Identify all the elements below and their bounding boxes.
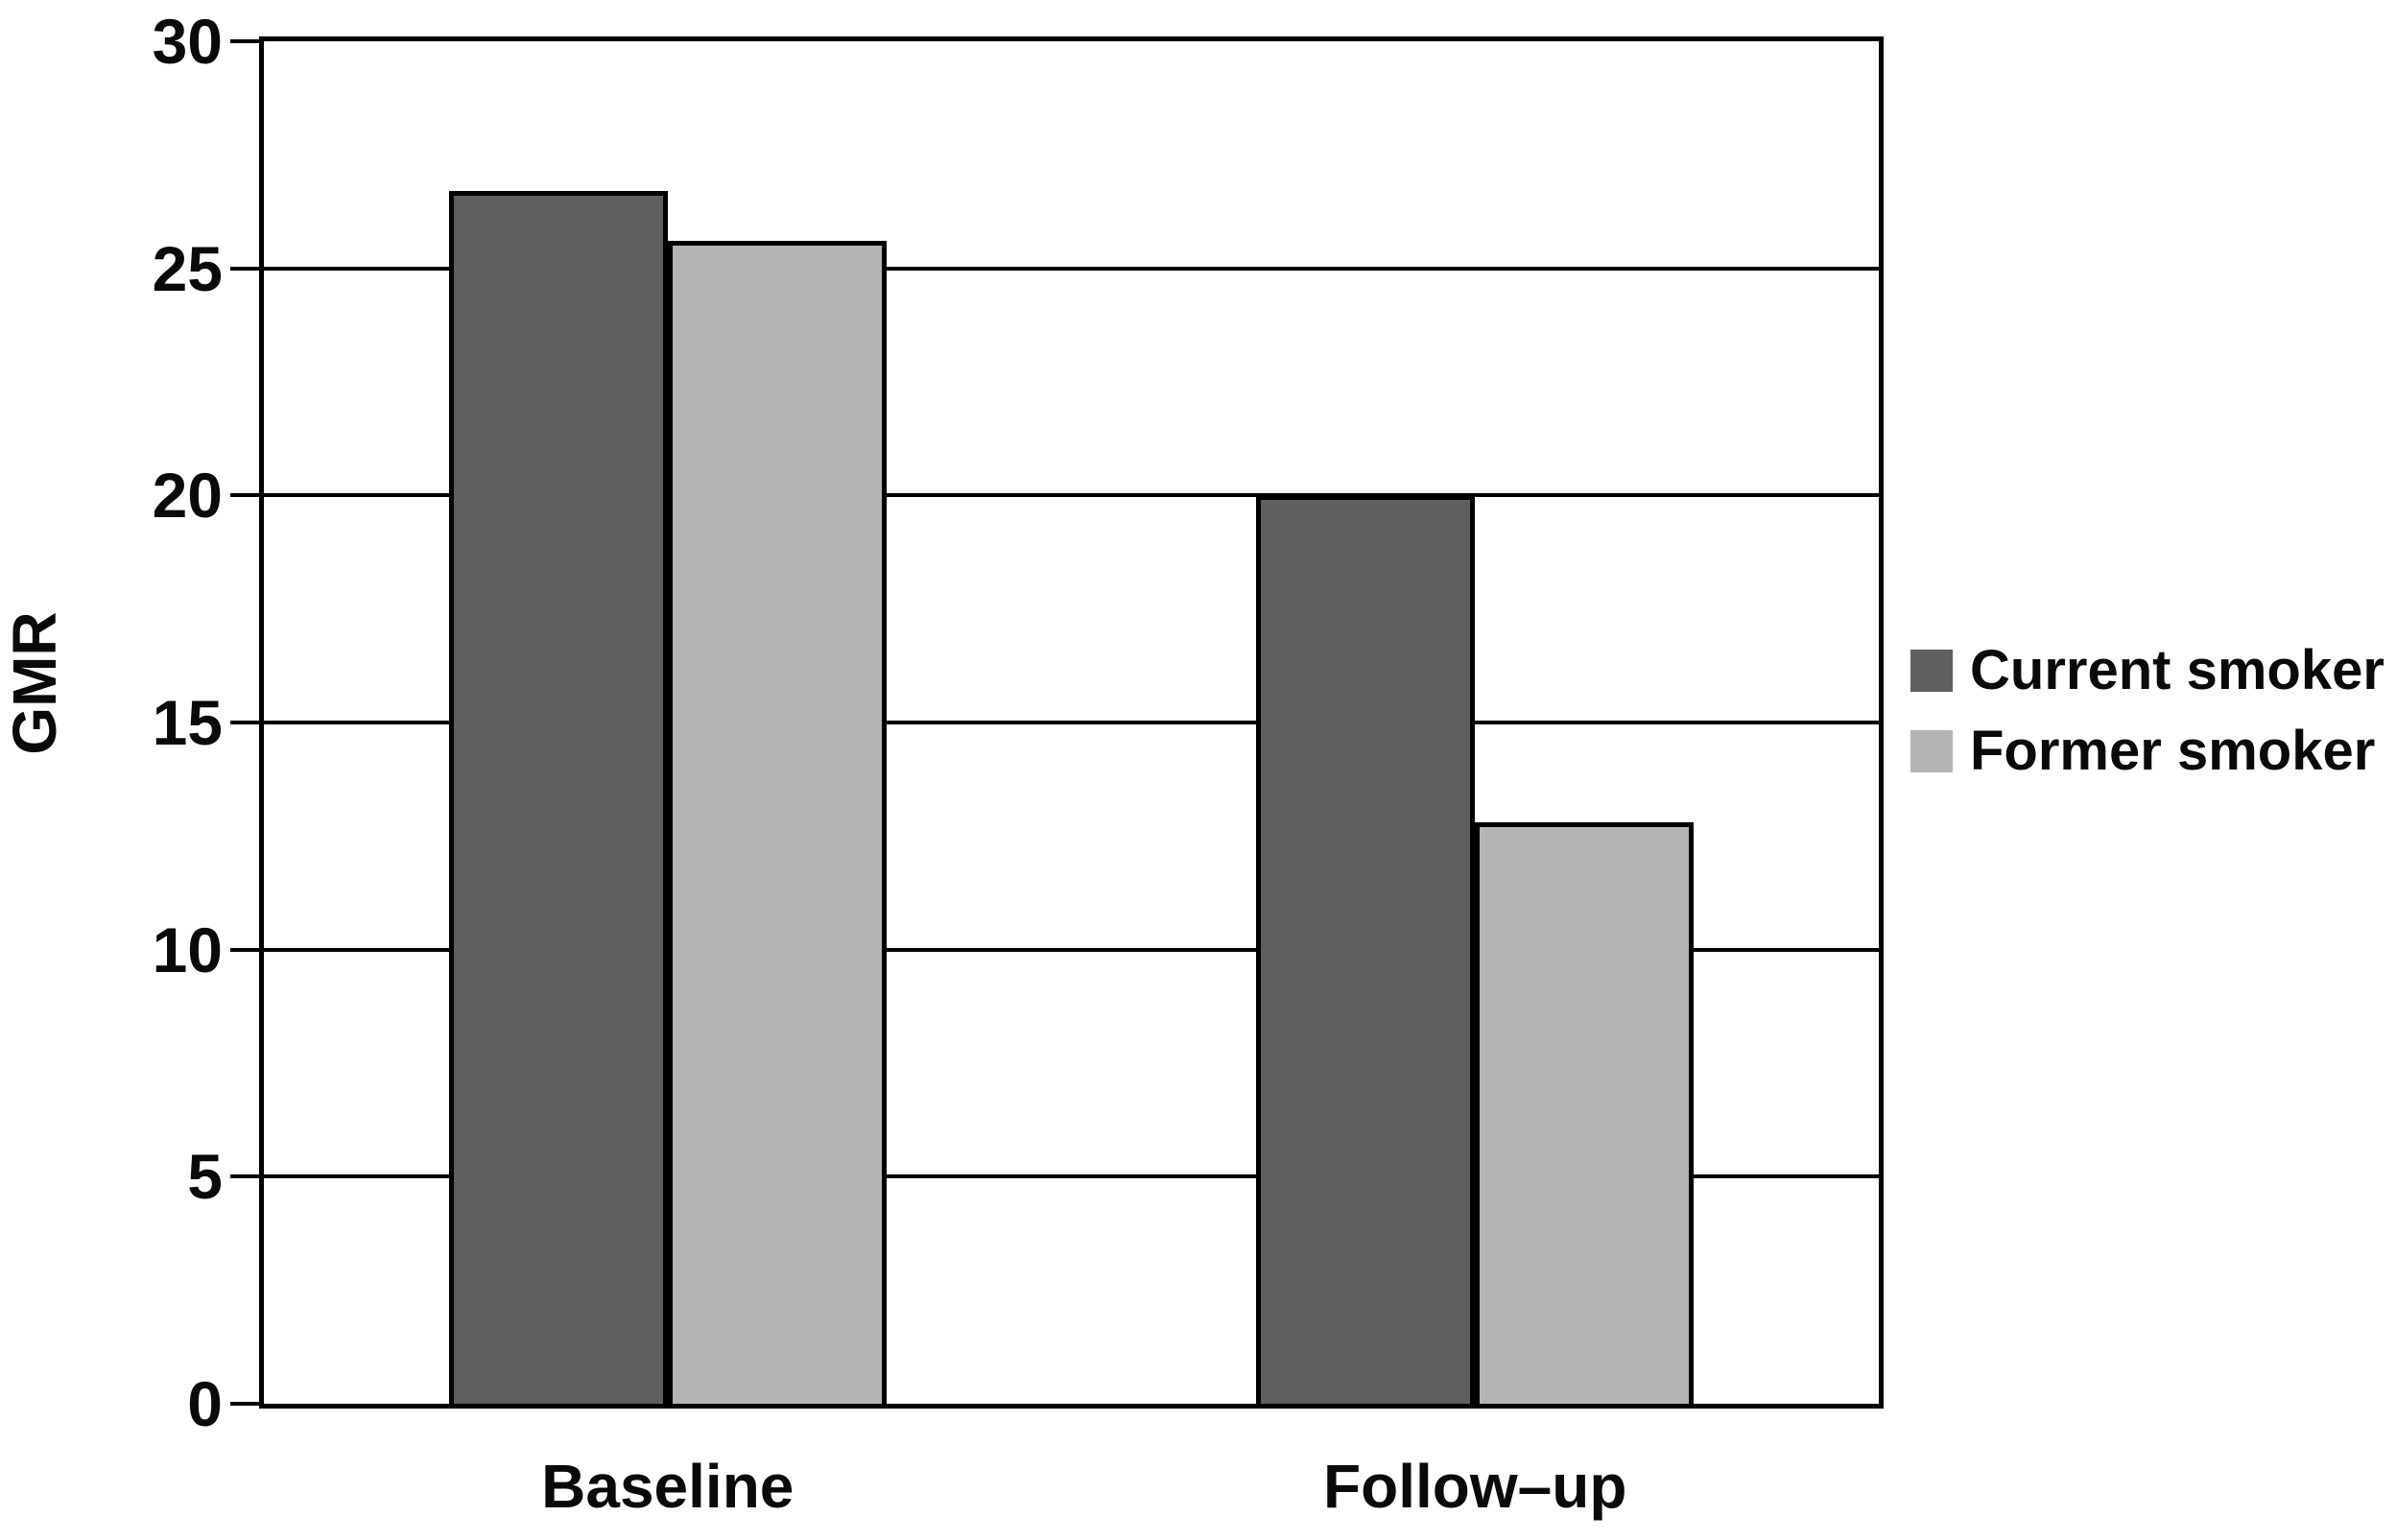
legend-swatch-current-smoker bbox=[1910, 650, 1953, 692]
legend-label-former-smoker: Former smoker bbox=[1970, 720, 2376, 782]
y-tick-label-30: 30 bbox=[152, 6, 223, 77]
y-tick-label-15: 15 bbox=[152, 687, 223, 758]
bar-baseline-current-smoker bbox=[448, 191, 668, 1404]
gridline-15 bbox=[264, 721, 1879, 724]
y-tick-mark-0 bbox=[230, 1402, 259, 1406]
x-label-baseline: Baseline bbox=[541, 1452, 795, 1521]
y-tick-mark-30 bbox=[230, 39, 259, 43]
bar-baseline-former-smoker bbox=[667, 241, 887, 1404]
y-tick-mark-20 bbox=[230, 493, 259, 498]
y-tick-mark-5 bbox=[230, 1174, 259, 1179]
gridline-10 bbox=[264, 947, 1879, 952]
plot-area bbox=[259, 36, 1884, 1409]
y-tick-label-10: 10 bbox=[152, 913, 223, 985]
y-tick-label-5: 5 bbox=[187, 1141, 223, 1213]
y-tick-label-25: 25 bbox=[152, 232, 223, 304]
legend-swatch-former-smoker bbox=[1910, 730, 1953, 772]
legend-item-former-smoker: Former smoker bbox=[1910, 722, 2384, 781]
y-tick-mark-15 bbox=[230, 721, 259, 724]
y-tick-label-20: 20 bbox=[152, 460, 223, 532]
y-tick-mark-10 bbox=[230, 947, 259, 952]
gridline-5 bbox=[264, 1174, 1879, 1179]
gridline-25 bbox=[264, 266, 1879, 271]
bar-follow-up-former-smoker bbox=[1475, 822, 1695, 1404]
legend-label-current-smoker: Current smoker bbox=[1970, 639, 2384, 701]
legend-item-current-smoker: Current smoker bbox=[1910, 641, 2384, 700]
y-tick-label-0: 0 bbox=[187, 1368, 223, 1439]
gridline-20 bbox=[264, 493, 1879, 498]
bar-follow-up-current-smoker bbox=[1256, 495, 1476, 1404]
legend: Current smoker Former smoker bbox=[1910, 641, 2384, 802]
x-label-follow-up: Follow–up bbox=[1323, 1452, 1627, 1521]
y-tick-mark-25 bbox=[230, 266, 259, 271]
